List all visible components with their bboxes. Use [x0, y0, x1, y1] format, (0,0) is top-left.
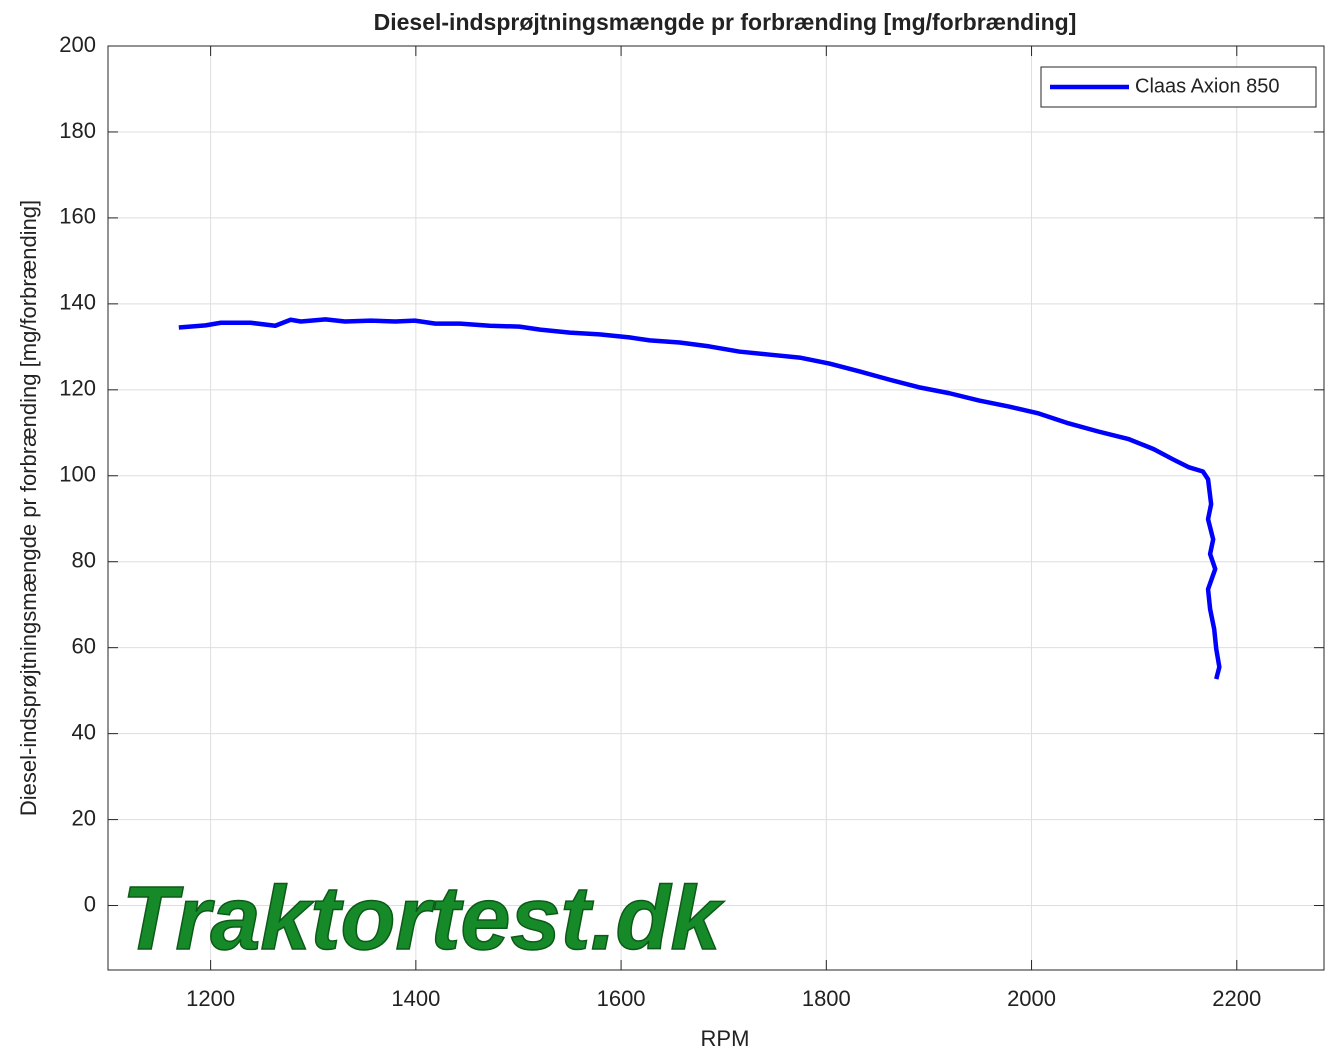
y-tick-label: 160	[59, 204, 96, 229]
y-tick-label: 20	[72, 805, 96, 830]
legend-label: Claas Axion 850	[1135, 75, 1280, 97]
x-tick-label: 2000	[1007, 986, 1056, 1011]
y-tick-label: 100	[59, 462, 96, 487]
x-axis-label: RPM	[701, 1026, 750, 1051]
y-tick-label: 140	[59, 290, 96, 315]
watermark: Traktortest.dk	[122, 869, 724, 969]
y-axis-label: Diesel-indsprøjtningsmængde pr forbrændi…	[16, 200, 41, 816]
y-tick-label: 180	[59, 118, 96, 143]
plot-frame	[107, 45, 1325, 971]
y-tick-label: 80	[72, 548, 96, 573]
x-tick-label: 1400	[391, 986, 440, 1011]
x-tick-label: 1200	[186, 986, 235, 1011]
data-line	[178, 317, 1222, 680]
y-tick-label: 0	[84, 891, 96, 916]
x-tick-label: 1600	[597, 986, 646, 1011]
y-tick-label: 200	[59, 32, 96, 57]
y-tick-label: 40	[72, 719, 96, 744]
x-tick-label: 2200	[1212, 986, 1261, 1011]
y-tick-label: 60	[72, 633, 96, 658]
y-tick-label: 120	[59, 376, 96, 401]
x-tick-label: 1800	[802, 986, 851, 1011]
chart-title: Diesel-indsprøjtningsmængde pr forbrændi…	[374, 9, 1077, 35]
